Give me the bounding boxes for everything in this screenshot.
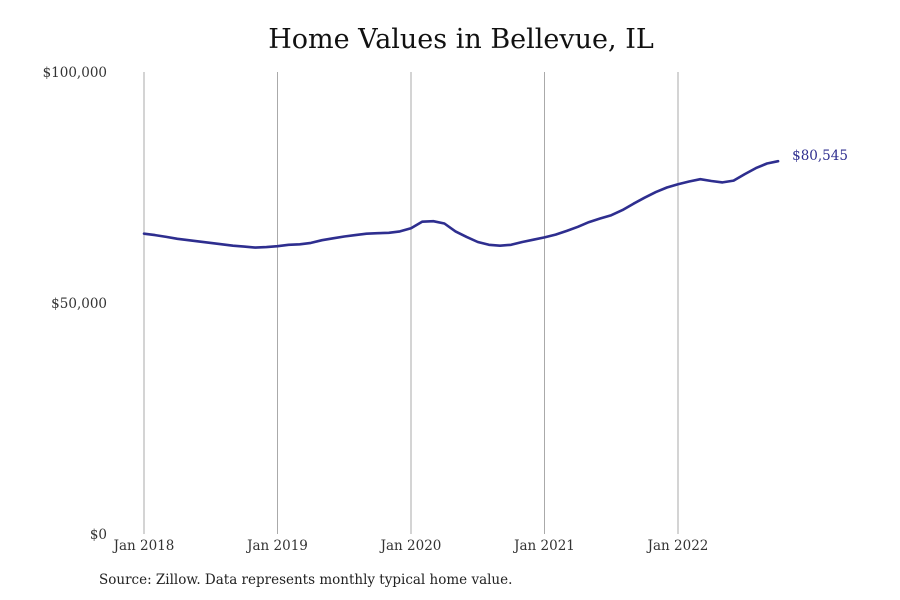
last-value-label: $80,545	[792, 148, 848, 164]
grid-lines	[143, 72, 679, 534]
y-tick-label: $50,000	[51, 296, 107, 312]
series-layer	[142, 159, 780, 249]
data-label-layer: $80,545	[792, 148, 848, 164]
source-note: Source: Zillow. Data represents monthly …	[99, 572, 513, 588]
x-tick-label: Jan 2021	[512, 538, 575, 554]
x-tick-label: Jan 2018	[112, 538, 175, 554]
y-tick-label: $0	[90, 527, 107, 543]
series-line	[142, 159, 780, 249]
y-axis-tick-labels: $0 $50,000 $100,000	[43, 65, 107, 543]
x-tick-label: Jan 2020	[379, 538, 442, 554]
x-tick-label: Jan 2019	[245, 538, 308, 554]
x-axis-tick-labels: Jan 2018 Jan 2019 Jan 2020 Jan 2021 Jan 2022	[112, 538, 709, 554]
chart-title: Home Values in Bellevue, IL	[268, 24, 654, 55]
x-tick-label: Jan 2022	[646, 538, 709, 554]
y-tick-label: $100,000	[43, 65, 107, 81]
